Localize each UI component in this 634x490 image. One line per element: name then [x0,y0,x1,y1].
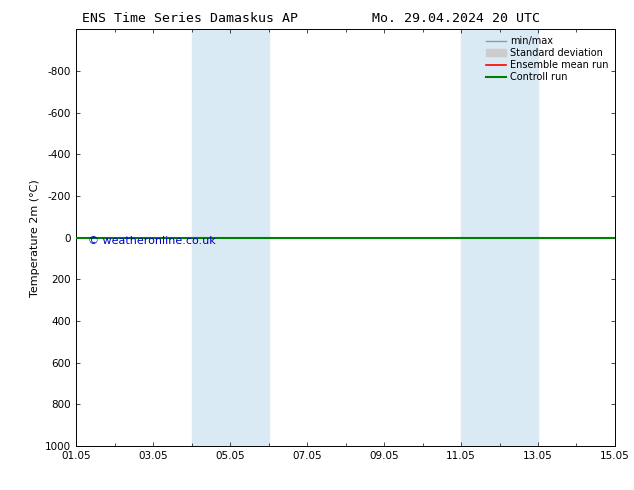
Text: ENS Time Series Damaskus AP: ENS Time Series Damaskus AP [82,12,298,25]
Y-axis label: Temperature 2m (°C): Temperature 2m (°C) [30,179,39,296]
Legend: min/max, Standard deviation, Ensemble mean run, Controll run: min/max, Standard deviation, Ensemble me… [484,34,610,84]
Text: Mo. 29.04.2024 20 UTC: Mo. 29.04.2024 20 UTC [373,12,540,25]
Bar [461,29,538,446]
Text: © weatheronline.co.uk: © weatheronline.co.uk [87,236,216,246]
Bar [191,29,269,446]
